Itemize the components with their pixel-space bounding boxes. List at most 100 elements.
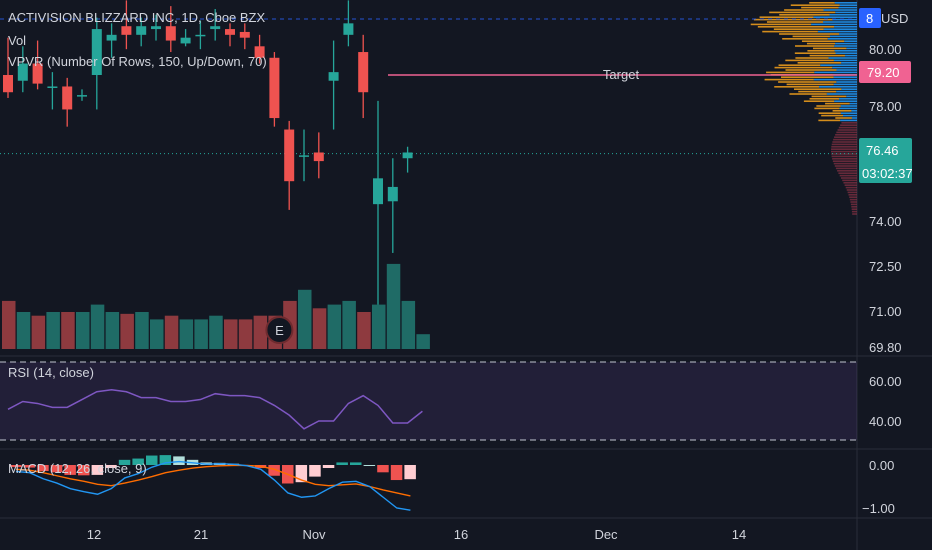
candle-body (299, 155, 309, 157)
volume-bar (164, 315, 179, 349)
macd-histogram-bar (37, 465, 49, 472)
rsi-tick-label: 60.00 (869, 374, 902, 389)
candle-body (254, 46, 265, 58)
vpvr-up-bar (846, 95, 857, 98)
vpvr-up-bar (819, 86, 857, 88)
target-price-badge-label: 79.20 (867, 65, 900, 80)
vpvr-faded-bar (848, 194, 857, 196)
macd-legend[interactable]: MACD (12, 26, close, 9) (8, 461, 147, 476)
vpvr-up-bar (835, 52, 857, 54)
vpvr-faded-bar (847, 191, 857, 194)
price-tick-label: 80.00 (869, 42, 902, 57)
macd-histogram-bar (350, 462, 362, 465)
vpvr-up-bar (834, 26, 857, 28)
vpvr-down-bar (832, 110, 852, 112)
vpvr-faded-bar (849, 196, 857, 198)
price-tick-label: 69.80 (869, 340, 902, 355)
vpvr-up-bar (814, 71, 857, 74)
vpvr-up-bar (839, 33, 857, 35)
vpvr-up-bar (838, 6, 857, 9)
vpvr-up-bar (851, 110, 857, 112)
vpvr-faded-bar (837, 170, 857, 172)
vpvr-down-bar (785, 59, 834, 62)
candle-body (136, 26, 147, 35)
vpvr-faded-bar (843, 182, 857, 184)
macd-line (15, 460, 411, 511)
vpvr-up-bar (841, 62, 857, 64)
vpvr-up-bar (835, 11, 857, 14)
rsi-line (7, 389, 423, 430)
vpvr-down-bar (762, 30, 818, 33)
vpvr-up-bar (817, 30, 857, 33)
vpvr-down-bar (818, 112, 841, 114)
volume-bar (253, 315, 268, 349)
vpvr-faded-bar (849, 198, 857, 201)
vpvr-up-bar (820, 64, 857, 66)
volume-bar (120, 313, 134, 349)
vpvr-down-bar (811, 95, 847, 98)
vpvr-down-bar (750, 23, 812, 26)
vpvr-faded-bar (840, 177, 857, 179)
volume-bar (105, 312, 120, 349)
candle-body (195, 34, 206, 37)
volume-bar (150, 319, 164, 349)
vpvr-down-bar (773, 28, 824, 30)
macd-histogram-bar (377, 465, 389, 473)
volume-bar (46, 312, 60, 349)
vpvr-up-bar (829, 14, 857, 16)
vpvr-faded-bar (851, 206, 857, 208)
vpvr-faded-bar (832, 158, 857, 160)
rsi-legend[interactable]: RSI (14, close) (8, 365, 94, 380)
vpvr-faded-bar (838, 172, 857, 174)
candle-body (343, 23, 354, 35)
vpvr-up-bar (842, 114, 857, 117)
currency-label: USD (881, 11, 909, 26)
macd-histogram-bar (50, 465, 63, 473)
vpvr-legend[interactable]: VPVR (Number Of Rows, 150, Up/Down, 70) (8, 54, 267, 69)
vpvr-profile (750, 2, 857, 215)
vpvr-faded-bar (835, 134, 857, 136)
vpvr-down-bar (778, 64, 821, 66)
rsi-tick-label: 40.00 (869, 414, 902, 429)
vpvr-up-bar (828, 57, 857, 59)
vpvr-down-bar (812, 47, 847, 50)
macd-histogram-bar (105, 465, 117, 469)
candle-body (387, 186, 398, 202)
vpvr-faded-bar (840, 124, 857, 126)
macd-label: MACD (12, 26, close, 9) (8, 461, 147, 476)
volume-legend[interactable]: Vol (8, 33, 26, 48)
vpvr-faded-bar (833, 162, 857, 165)
candle-body (165, 26, 176, 41)
macd-histogram-bar (268, 465, 280, 476)
macd-histogram-bar (132, 458, 144, 465)
time-tick-label: 21 (194, 527, 208, 542)
vpvr-up-bar (834, 50, 857, 52)
macd-histogram-bar (64, 465, 76, 475)
vpvr-up-bar (836, 81, 857, 83)
volume-bar (298, 289, 312, 349)
vpvr-faded-bar (850, 201, 857, 203)
volume-bar (327, 304, 342, 349)
volume-bar (238, 319, 253, 349)
vpvr-up-bar (834, 100, 857, 102)
macd-tick-label: −1.00 (862, 501, 895, 516)
vpvr-down-bar (786, 83, 834, 86)
candle-body (402, 152, 413, 159)
vpvr-up-bar (823, 9, 857, 11)
vpvr-down-bar (779, 33, 840, 35)
vpvr-faded-bar (841, 122, 857, 124)
vpvr-up-bar (833, 83, 857, 86)
vpvr-up-bar (813, 16, 857, 18)
time-tick-label: 12 (87, 527, 101, 542)
symbol-legend[interactable]: ACTIVISION BLIZZARD INC, 1D, Cboe BZX (8, 10, 265, 25)
vpvr-faded-bar (839, 174, 857, 177)
volume-bar (179, 319, 194, 349)
vpvr-faded-bar (835, 167, 857, 170)
vpvr-down-bar (769, 11, 836, 14)
last-price-badge-label: 76.46 (866, 143, 899, 158)
vpvr-up-bar (823, 21, 857, 23)
vpvr-faded-bar (831, 150, 857, 153)
candle-body (77, 95, 87, 97)
macd-histogram-bar (336, 462, 348, 465)
